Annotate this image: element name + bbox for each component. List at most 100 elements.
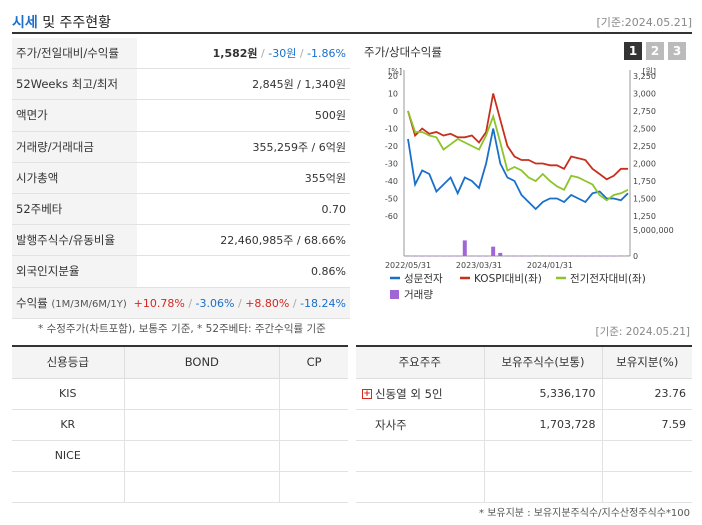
series-line-2 bbox=[407, 110, 629, 202]
volume-bar bbox=[484, 255, 489, 257]
right-tick-label: 2,250 bbox=[633, 142, 656, 151]
credit-row: KR bbox=[12, 409, 348, 441]
holders-header: 보유지분(%) bbox=[602, 347, 692, 379]
x-tick-label: 2022/05/31 bbox=[385, 261, 431, 270]
credit-agency: NICE bbox=[12, 440, 125, 472]
credit-row: KIS bbox=[12, 378, 348, 410]
holder-row bbox=[356, 440, 692, 472]
section-title: 시세 및 주주현황 bbox=[12, 12, 111, 32]
chart-pagination: 1 2 3 bbox=[624, 42, 686, 60]
left-tick-label: -40 bbox=[385, 177, 398, 186]
volume-bar bbox=[420, 255, 425, 257]
credit-agency bbox=[12, 471, 125, 503]
credit-bond bbox=[124, 378, 281, 410]
relative-return-chart: [%] [원] 20 10 0 -10 -20 -30 -40 -50 -60 3,250 3,000 2… bbox=[385, 67, 674, 301]
credit-header: BOND bbox=[124, 347, 281, 379]
chart-panel: 주가/상대수익률 1 2 3 [%] [원] 20 10 0 -10 -20 -30 -40 -5… bbox=[360, 38, 692, 314]
summary-value: 355억원 bbox=[304, 171, 346, 185]
current-price: 1,582원 bbox=[212, 47, 258, 60]
left-tick-label: -30 bbox=[385, 160, 398, 169]
volume-bar bbox=[455, 255, 460, 257]
summary-value: 500원 bbox=[314, 109, 346, 123]
x-tick-label: 2024/01/31 bbox=[527, 261, 573, 270]
chart-page-1-button[interactable]: 1 bbox=[624, 42, 642, 60]
summary-row-par-value: 액면가 500원 bbox=[12, 100, 350, 132]
credit-bond bbox=[124, 440, 281, 472]
volume-tick-label: 0 bbox=[633, 252, 638, 261]
credit-header: CP bbox=[279, 347, 348, 379]
returns-periods: (1M/3M/6M/1Y) bbox=[51, 298, 127, 310]
left-tick-label: -10 bbox=[385, 125, 398, 134]
holder-row bbox=[356, 471, 692, 503]
price-change-rate: -1.86% bbox=[307, 47, 346, 60]
credit-cp bbox=[279, 471, 348, 503]
x-tick-label: 2023/03/31 bbox=[456, 261, 502, 270]
credit-cp bbox=[279, 409, 348, 441]
holder-row: 자사주 1,703,728 7.59 bbox=[356, 409, 692, 441]
summary-label: 발행주식수/유동비율 bbox=[12, 225, 137, 256]
volume-bar bbox=[462, 240, 467, 256]
right-tick-label: 2,750 bbox=[633, 107, 656, 116]
holder-shares bbox=[484, 440, 603, 472]
return-1m: +10.78% bbox=[133, 296, 185, 310]
summary-value: 22,460,985주 / 68.66% bbox=[220, 234, 346, 248]
summary-label: 52주베타 bbox=[12, 193, 137, 225]
holder-name: 자사주 bbox=[356, 409, 485, 441]
price-change: -30원 bbox=[268, 47, 297, 60]
holders-footnote: * 보유지분 : 보유지분주식수/지수산정주식수*100 bbox=[479, 508, 690, 519]
returns-title: 수익률 bbox=[16, 295, 48, 310]
summary-value: 2,845원 / 1,340원 bbox=[252, 78, 346, 92]
summary-row-foreign: 외국인지분율 0.86% bbox=[12, 256, 350, 288]
reference-date: [기준:2024.05.21] bbox=[596, 16, 692, 29]
summary-row-price: 주가/전일대비/수익률 1,582원 / -30원 / -1.86% bbox=[12, 38, 350, 70]
summary-value: 0.86% bbox=[311, 265, 346, 279]
left-tick-label: -50 bbox=[385, 195, 398, 204]
chart-page-2-button[interactable]: 2 bbox=[646, 42, 664, 60]
holder-name bbox=[356, 471, 485, 503]
holders-reference-date: [기준: 2024.05.21] bbox=[595, 326, 690, 338]
credit-cp bbox=[279, 440, 348, 472]
volume-bar bbox=[427, 255, 432, 257]
returns-values: +10.78% / -3.06% / +8.80% / -18.24% bbox=[133, 296, 346, 310]
section-title-rest: 및 주주현황 bbox=[37, 15, 112, 31]
return-3m: -3.06% bbox=[195, 296, 235, 310]
left-tick-label: -20 bbox=[385, 142, 398, 151]
right-tick-label: 2,000 bbox=[633, 160, 656, 169]
summary-row-returns: 수익률 (1M/3M/6M/1Y) +10.78% / -3.06% / +8.… bbox=[12, 287, 350, 319]
series-line-1 bbox=[407, 93, 628, 181]
volume-tick-label: 5,000,000 bbox=[633, 226, 674, 235]
volume-bar bbox=[562, 255, 567, 257]
legend-label: 거래량 bbox=[404, 289, 433, 301]
left-tick-label: 20 bbox=[388, 72, 398, 81]
right-axis-unit: [원] bbox=[642, 67, 656, 76]
left-axis-unit: [%] bbox=[388, 67, 402, 76]
summary-row-market-cap: 시가총액 355억원 bbox=[12, 162, 350, 194]
left-tick-label: -60 bbox=[385, 212, 398, 221]
credit-agency: KIS bbox=[12, 378, 125, 410]
credit-rating-table: 신용등급 BOND CP KIS KR NICE bbox=[12, 345, 348, 503]
expand-plus-icon[interactable]: + bbox=[362, 389, 372, 399]
volume-bar bbox=[434, 255, 439, 257]
left-tick-label: 10 bbox=[388, 90, 398, 99]
volume-bar bbox=[498, 252, 503, 256]
credit-row bbox=[12, 471, 348, 503]
section-header: 시세 및 주주현황 [기준:2024.05.21] bbox=[12, 8, 692, 34]
credit-header: 신용등급 bbox=[12, 347, 125, 379]
volume-bar bbox=[604, 255, 609, 257]
right-tick-label: 2,500 bbox=[633, 125, 656, 134]
credit-agency: KR bbox=[12, 409, 125, 441]
volume-bar bbox=[626, 255, 630, 256]
price-summary-table: 주가/전일대비/수익률 1,582원 / -30원 / -1.86% 52Wee… bbox=[12, 38, 350, 319]
chart-page-3-button[interactable]: 3 bbox=[668, 42, 686, 60]
holders-header: 보유주식수(보통) bbox=[484, 347, 603, 379]
volume-bar bbox=[476, 255, 481, 257]
credit-bond bbox=[124, 409, 281, 441]
right-tick-label: 3,000 bbox=[633, 90, 656, 99]
legend-swatch bbox=[390, 290, 399, 299]
returns-label: 수익률 (1M/3M/6M/1Y) bbox=[12, 287, 350, 318]
holder-pct: 23.76 bbox=[602, 378, 692, 410]
summary-label: 거래량/거래대금 bbox=[12, 131, 137, 162]
holders-header: 주요주주 bbox=[356, 347, 485, 379]
volume-bar bbox=[533, 255, 538, 256]
summary-value-price: 1,582원 / -30원 / -1.86% bbox=[212, 47, 346, 60]
